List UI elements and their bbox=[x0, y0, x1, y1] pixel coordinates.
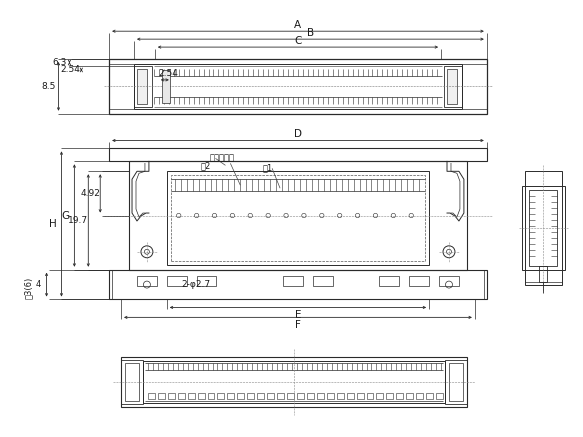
Bar bbox=[188, 393, 195, 399]
Bar bbox=[167, 171, 429, 265]
Bar bbox=[125, 363, 139, 401]
Bar bbox=[387, 393, 394, 399]
Bar bbox=[217, 393, 224, 399]
Bar bbox=[267, 393, 274, 399]
Bar bbox=[529, 190, 557, 266]
Text: H: H bbox=[48, 219, 57, 229]
Bar bbox=[522, 186, 566, 270]
Bar bbox=[137, 69, 147, 104]
Bar bbox=[444, 66, 462, 107]
Bar bbox=[109, 149, 487, 161]
Bar bbox=[134, 66, 152, 107]
Bar bbox=[129, 161, 467, 270]
Bar bbox=[297, 393, 304, 399]
Bar bbox=[283, 276, 303, 285]
Bar bbox=[426, 393, 433, 399]
Bar bbox=[406, 393, 413, 399]
Bar bbox=[539, 266, 547, 281]
Bar bbox=[416, 393, 423, 399]
Bar bbox=[109, 59, 487, 114]
Text: 8.5: 8.5 bbox=[41, 82, 56, 91]
Bar bbox=[367, 393, 374, 399]
Bar bbox=[357, 393, 364, 399]
Bar bbox=[198, 393, 205, 399]
Bar bbox=[109, 270, 487, 299]
Text: 泣3(6): 泣3(6) bbox=[24, 277, 33, 298]
Bar bbox=[178, 393, 185, 399]
Text: 19.7: 19.7 bbox=[68, 216, 89, 225]
Text: B: B bbox=[307, 28, 314, 38]
Bar bbox=[148, 393, 155, 399]
Bar bbox=[121, 357, 467, 407]
Text: 極性マーク: 極性マーク bbox=[210, 153, 235, 162]
Bar bbox=[237, 393, 244, 399]
Bar bbox=[380, 276, 399, 285]
Bar bbox=[337, 393, 343, 399]
Bar bbox=[449, 363, 463, 401]
Bar bbox=[134, 64, 462, 109]
Bar bbox=[317, 393, 324, 399]
Bar bbox=[447, 69, 457, 104]
Text: 2-φ2.7: 2-φ2.7 bbox=[181, 280, 210, 289]
Bar bbox=[168, 393, 175, 399]
Bar bbox=[121, 360, 143, 404]
Bar bbox=[525, 171, 562, 284]
Bar bbox=[227, 393, 234, 399]
Bar bbox=[327, 393, 333, 399]
Bar bbox=[137, 276, 157, 285]
Text: 泣1: 泣1 bbox=[263, 164, 273, 173]
Bar bbox=[347, 393, 354, 399]
Bar bbox=[208, 393, 215, 399]
Text: 6.3: 6.3 bbox=[52, 58, 66, 67]
Bar bbox=[396, 393, 403, 399]
Text: E: E bbox=[295, 310, 301, 320]
Text: 2.54: 2.54 bbox=[61, 66, 80, 74]
Bar bbox=[439, 276, 459, 285]
Bar bbox=[277, 393, 284, 399]
Text: 4.92: 4.92 bbox=[80, 189, 100, 198]
Text: C: C bbox=[294, 36, 301, 46]
Text: F: F bbox=[295, 320, 301, 330]
Bar bbox=[171, 175, 425, 261]
Text: A: A bbox=[294, 20, 301, 30]
Text: G: G bbox=[61, 211, 69, 221]
Bar bbox=[307, 393, 314, 399]
Bar bbox=[257, 393, 264, 399]
Bar bbox=[377, 393, 384, 399]
Bar bbox=[167, 276, 187, 285]
Bar bbox=[287, 393, 294, 399]
Bar bbox=[143, 361, 445, 403]
Bar bbox=[158, 393, 165, 399]
Text: 4: 4 bbox=[36, 280, 41, 289]
Bar bbox=[445, 360, 467, 404]
Bar bbox=[247, 393, 254, 399]
Bar bbox=[409, 276, 429, 285]
Text: 2.54: 2.54 bbox=[159, 69, 179, 78]
Text: 泣2: 泣2 bbox=[201, 162, 210, 171]
Bar bbox=[196, 276, 216, 285]
Bar bbox=[313, 276, 333, 285]
Bar bbox=[162, 70, 170, 103]
Bar bbox=[436, 393, 443, 399]
Text: D: D bbox=[294, 128, 302, 139]
